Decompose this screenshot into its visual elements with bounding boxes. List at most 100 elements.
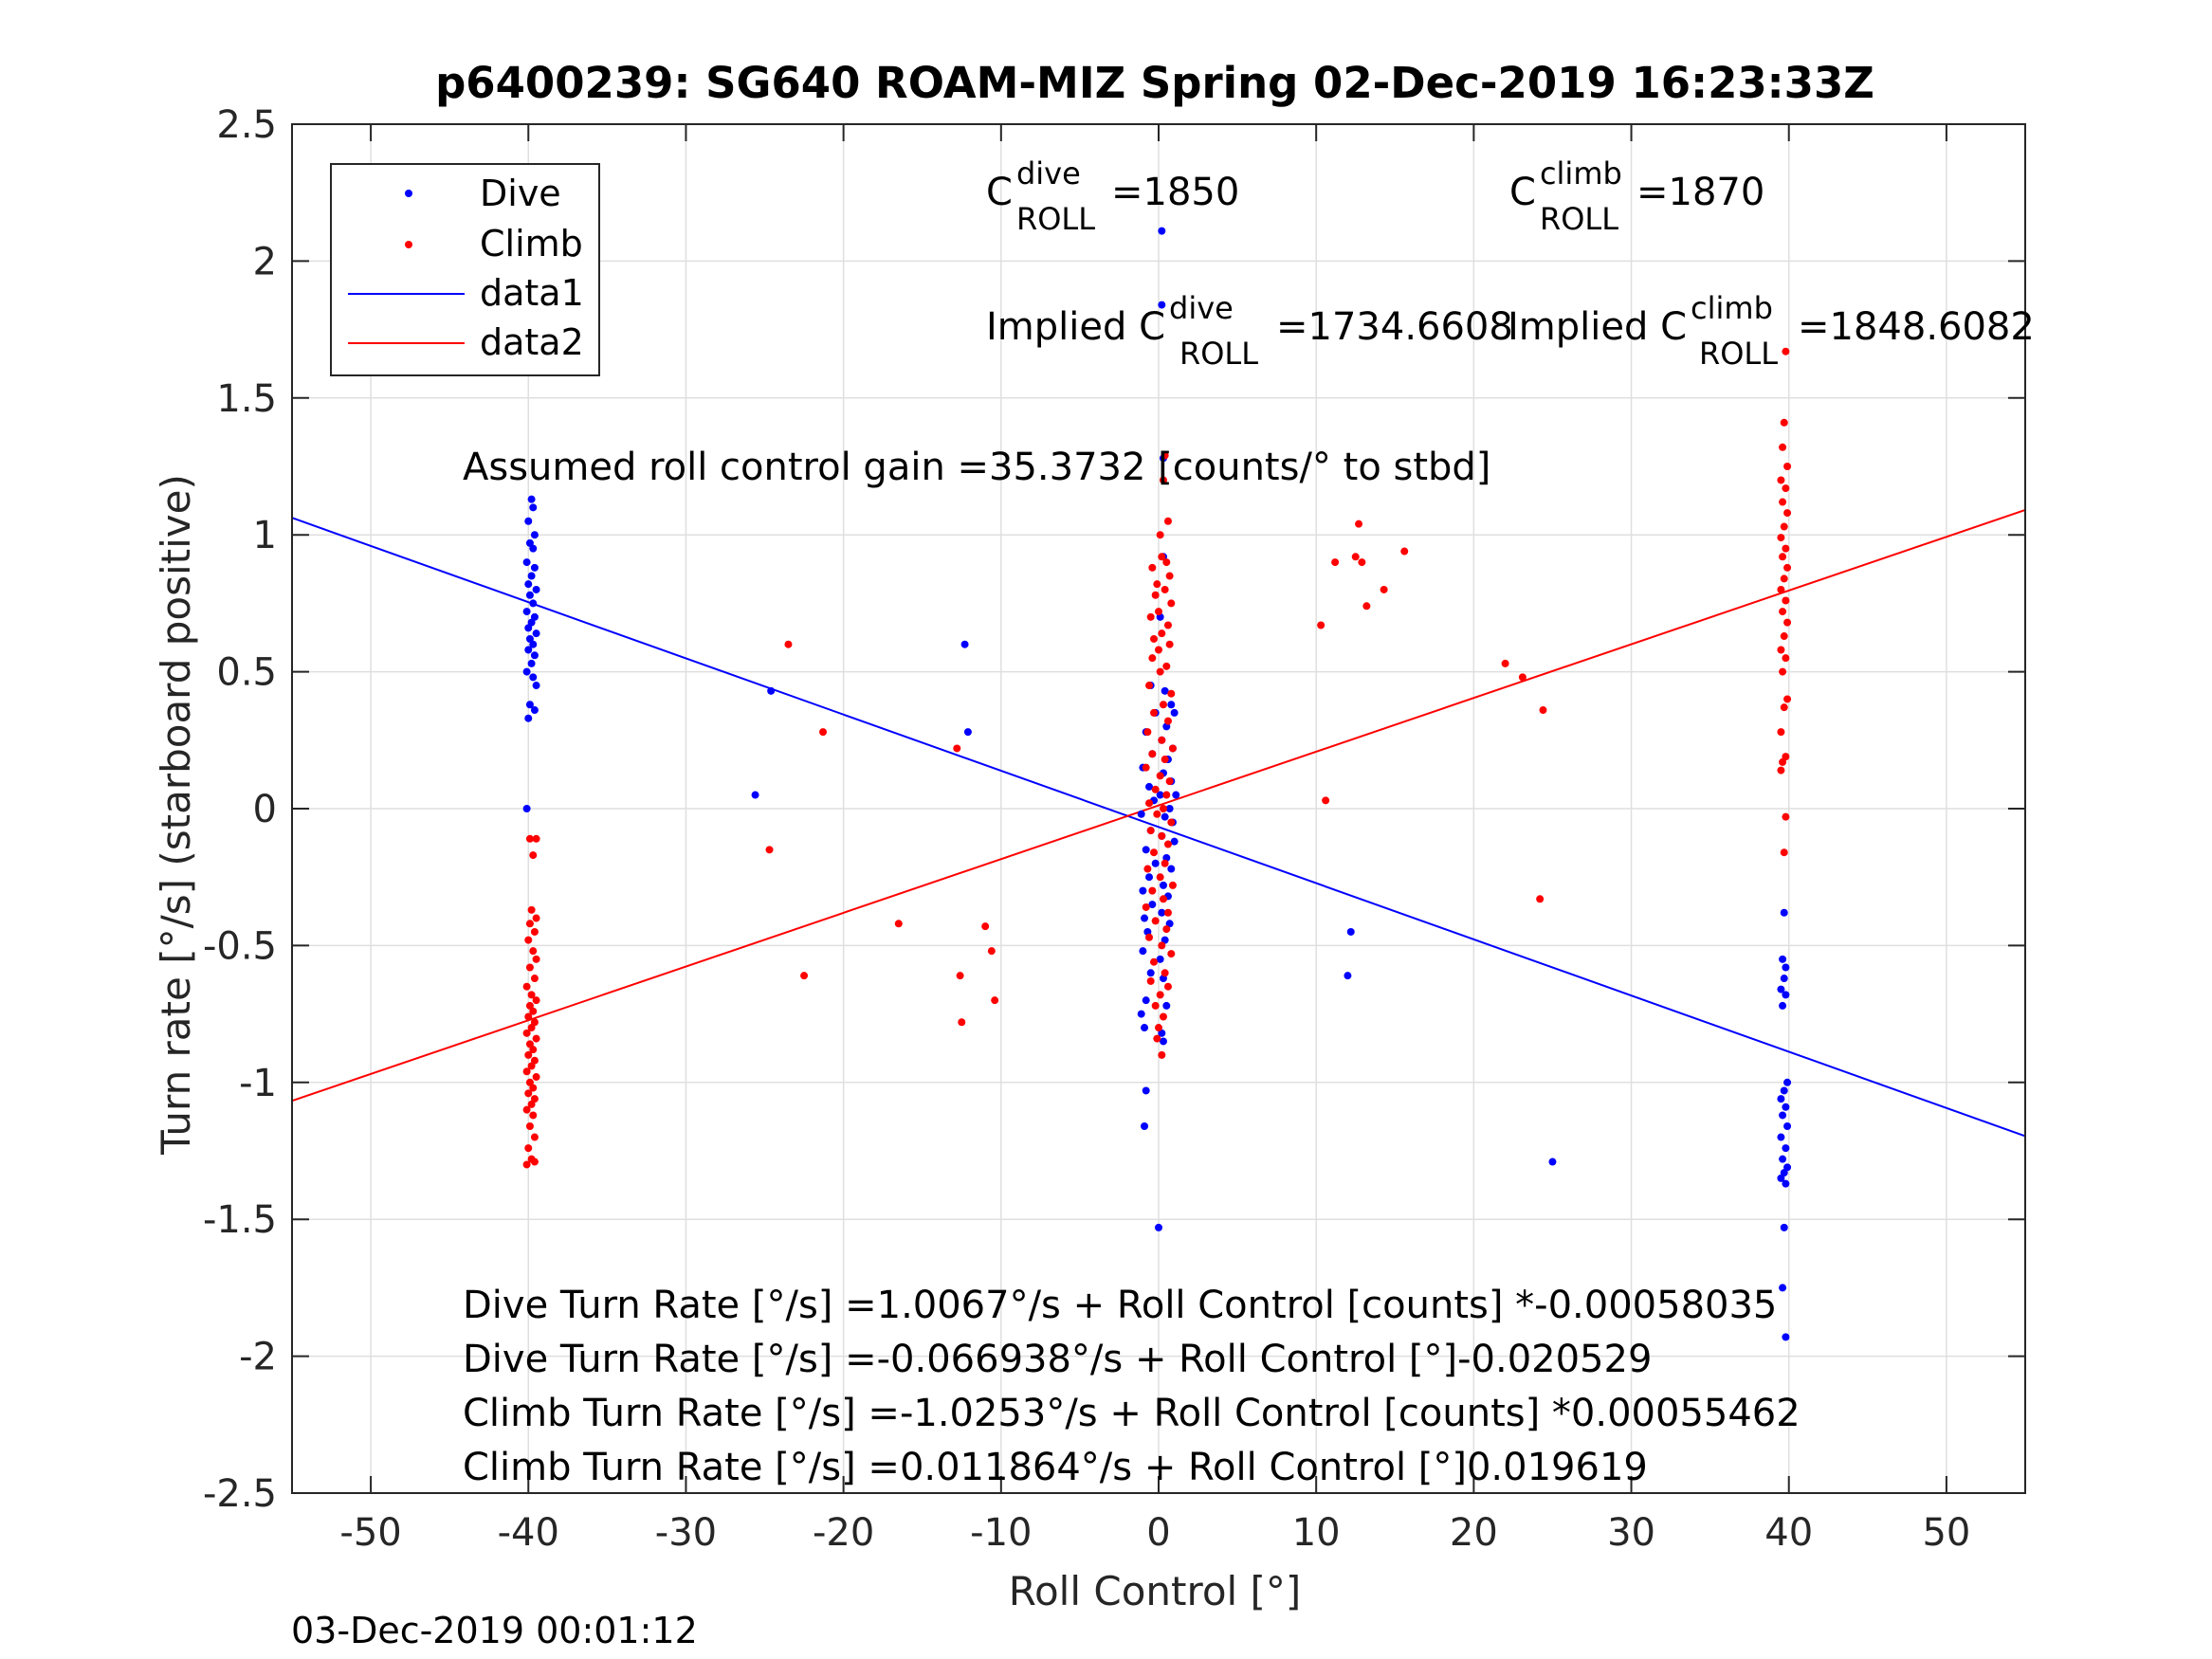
- dive-point: [1145, 873, 1154, 882]
- climb-point: [1161, 451, 1169, 460]
- climb-point: [522, 1105, 531, 1114]
- dive-point: [1344, 972, 1352, 980]
- climb-point: [525, 1122, 534, 1131]
- dive-point: [1167, 865, 1176, 873]
- dive-point: [524, 517, 533, 525]
- dive-point: [1142, 1086, 1150, 1095]
- climb-point: [1161, 585, 1169, 593]
- climb-point: [1145, 933, 1154, 941]
- dive-point: [1148, 901, 1157, 909]
- climb-point: [956, 972, 964, 980]
- x-axis-label: Roll Control [°]: [1009, 1568, 1302, 1614]
- climb-point: [1539, 706, 1547, 715]
- climb-point: [1142, 902, 1150, 911]
- climb-point: [1777, 766, 1785, 775]
- climb-point: [529, 947, 538, 956]
- dive-point: [1142, 996, 1150, 1005]
- climb-point: [1153, 580, 1161, 589]
- climb-point: [1501, 659, 1509, 667]
- climb-point: [1145, 682, 1154, 690]
- dive-point: [527, 659, 536, 667]
- climb-point: [1779, 608, 1787, 616]
- climb-point: [1163, 517, 1172, 525]
- y-tick-label: -2: [239, 1336, 277, 1379]
- equation-climb-counts: Climb Turn Rate [°/s] =-1.0253°/s + Roll…: [463, 1392, 1801, 1435]
- x-tick-label: -30: [655, 1511, 717, 1555]
- dive-point: [1161, 686, 1169, 695]
- climb-point: [1148, 563, 1157, 572]
- climb-point: [527, 1100, 536, 1108]
- y-tick-label: 0: [253, 788, 277, 831]
- climb-point: [1150, 957, 1159, 966]
- dive-point: [1146, 969, 1155, 977]
- dive-point: [524, 714, 533, 722]
- dive-point: [1139, 947, 1147, 956]
- climb-point: [1156, 873, 1164, 882]
- climb-point: [1167, 599, 1176, 608]
- x-tick-label: 30: [1607, 1511, 1655, 1555]
- x-tick-label: 0: [1146, 1511, 1170, 1555]
- dive-point: [524, 580, 533, 589]
- dive-point: [522, 608, 531, 616]
- climb-point: [1351, 553, 1360, 561]
- climb-point: [1777, 728, 1785, 737]
- x-tick-label: 50: [1922, 1511, 1970, 1555]
- climb-point: [1158, 1050, 1166, 1059]
- y-axis-label: Turn rate [°/s] (starboard positive): [153, 474, 199, 1156]
- climb-point: [1156, 991, 1164, 999]
- climb-point: [1148, 654, 1157, 663]
- climb-point: [1158, 941, 1166, 950]
- legend-label-data2: data2: [480, 321, 584, 363]
- dive-point: [1165, 920, 1174, 928]
- dive-point: [1548, 1158, 1557, 1166]
- climb-point: [522, 982, 531, 991]
- y-tick-label: -1.5: [203, 1198, 277, 1242]
- series-dive: [522, 227, 1792, 1341]
- x-tick-label: -40: [498, 1511, 559, 1555]
- y-tick-label: -1: [239, 1062, 277, 1105]
- dive-point: [767, 686, 776, 695]
- climb-point: [522, 1160, 531, 1169]
- dive-point: [527, 495, 536, 503]
- dive-point: [529, 599, 538, 608]
- dive-point: [1158, 1029, 1166, 1037]
- dive-point: [1161, 936, 1169, 944]
- climb-point: [530, 1056, 539, 1065]
- climb-point: [1151, 591, 1160, 599]
- dive-point: [1782, 991, 1790, 999]
- climb-point: [1777, 476, 1785, 484]
- dive-point: [1158, 227, 1166, 235]
- dive-point: [1346, 927, 1355, 936]
- climb-point: [1155, 1024, 1162, 1032]
- climb-point: [530, 927, 539, 936]
- dive-point: [527, 572, 536, 580]
- dive-point: [532, 682, 540, 690]
- climb-point: [1165, 640, 1174, 648]
- dive-point: [524, 646, 533, 654]
- dive-point: [522, 667, 531, 676]
- climb-point: [1155, 646, 1162, 654]
- dive-point: [530, 531, 539, 539]
- climb-point: [1163, 982, 1172, 991]
- dive-point: [532, 585, 540, 593]
- dive-point: [529, 503, 538, 512]
- climb-point: [530, 975, 539, 983]
- climb-point: [529, 1084, 538, 1092]
- x-tick-label: -50: [339, 1511, 401, 1555]
- climb-point: [1317, 621, 1325, 629]
- equation-dive-degrees: Dive Turn Rate [°/s] =-0.066938°/s + Rol…: [463, 1338, 1652, 1381]
- y-tick-label: -2.5: [203, 1472, 277, 1516]
- climb-point: [1777, 585, 1785, 593]
- climb-point: [1168, 744, 1177, 753]
- legend-label-data1: data1: [480, 272, 584, 314]
- dive-point: [751, 791, 759, 799]
- dive-point: [1172, 791, 1180, 799]
- climb-point: [529, 1046, 538, 1054]
- climb-point: [1159, 701, 1167, 709]
- legend-marker-dive: [405, 190, 412, 197]
- plot-area: [292, 227, 2025, 1341]
- climb-point: [765, 846, 774, 854]
- climb-point: [532, 914, 540, 922]
- dive-point: [1159, 1037, 1167, 1046]
